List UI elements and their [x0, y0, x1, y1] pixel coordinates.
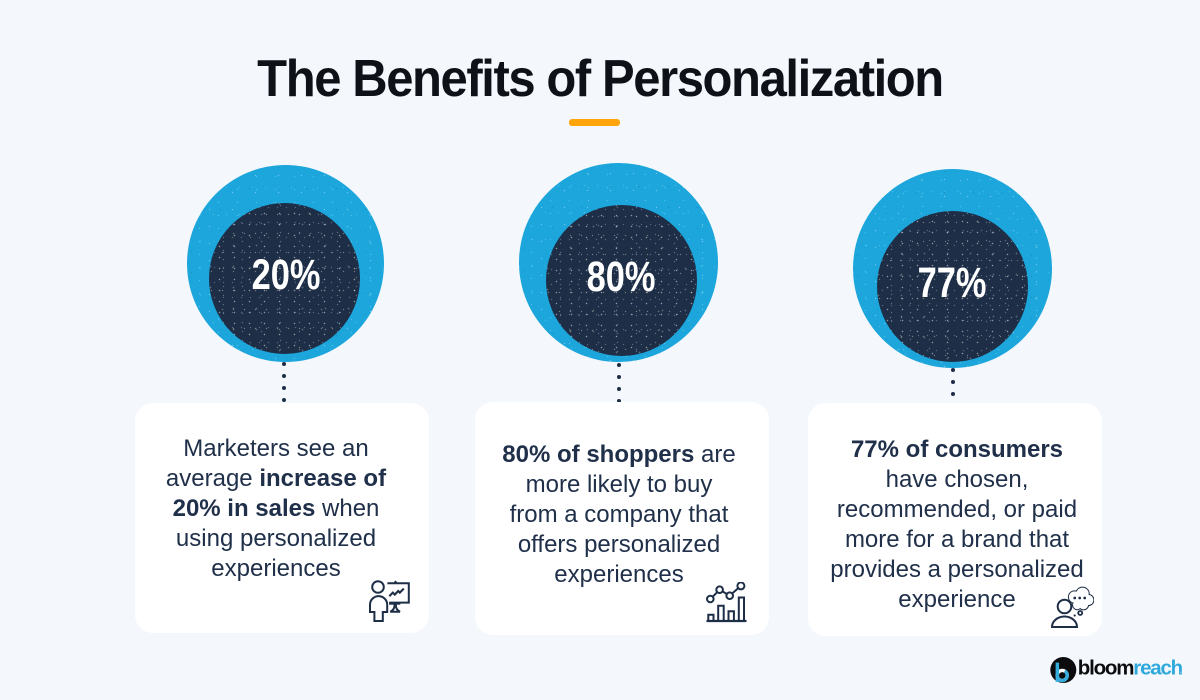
svg-text:bloomreach: bloomreach: [1078, 656, 1183, 679]
